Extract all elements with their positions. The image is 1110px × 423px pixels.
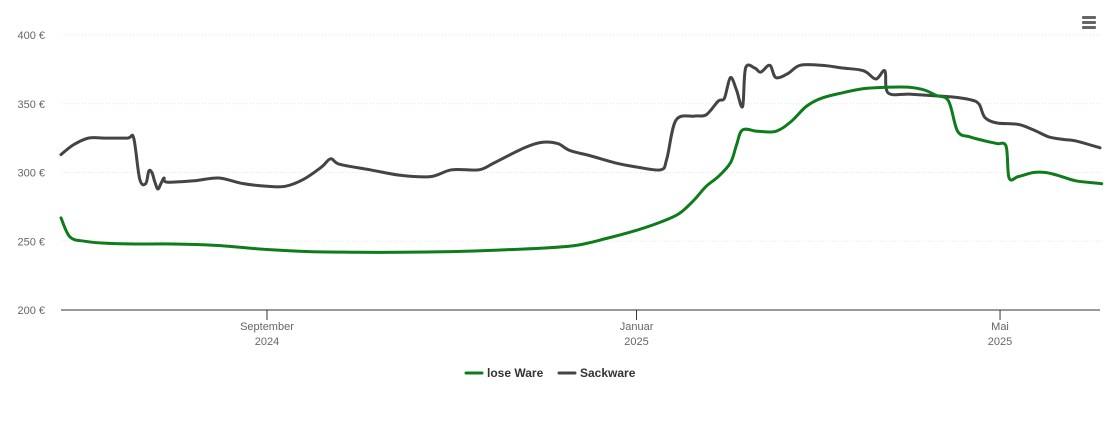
x-tick-label: Mai — [991, 321, 1009, 333]
series-layer — [59, 63, 1104, 254]
legend[interactable]: lose Ware Sackware — [464, 366, 636, 380]
x-tick-label: September — [240, 321, 294, 333]
legend-item[interactable]: Sackware — [557, 366, 636, 380]
y-tick-label: 200 € — [17, 305, 45, 317]
series-line-lose-ware[interactable] — [59, 85, 1104, 254]
y-tick-label: 400 € — [17, 30, 45, 42]
hamburger-menu-icon[interactable] — [1076, 10, 1102, 34]
legend-label: lose Ware — [487, 366, 544, 380]
x-axis: September 2024 Januar 2025 Mai 2025 — [61, 309, 1100, 348]
legend-item[interactable]: lose Ware — [464, 366, 544, 380]
series-line-sackware[interactable] — [59, 63, 1102, 191]
grid-lines — [61, 34, 1100, 242]
y-axis-labels: 200 € 250 € 300 € 350 € 400 € — [17, 30, 45, 317]
x-tick-label: Januar — [620, 321, 654, 333]
legend-label: Sackware — [580, 366, 636, 380]
x-tick-sublabel: 2025 — [624, 336, 648, 348]
y-tick-label: 350 € — [17, 99, 45, 111]
x-tick-sublabel: 2025 — [988, 336, 1012, 348]
y-tick-label: 300 € — [17, 168, 45, 180]
x-tick-sublabel: 2024 — [255, 336, 279, 348]
y-tick-label: 250 € — [17, 236, 45, 248]
